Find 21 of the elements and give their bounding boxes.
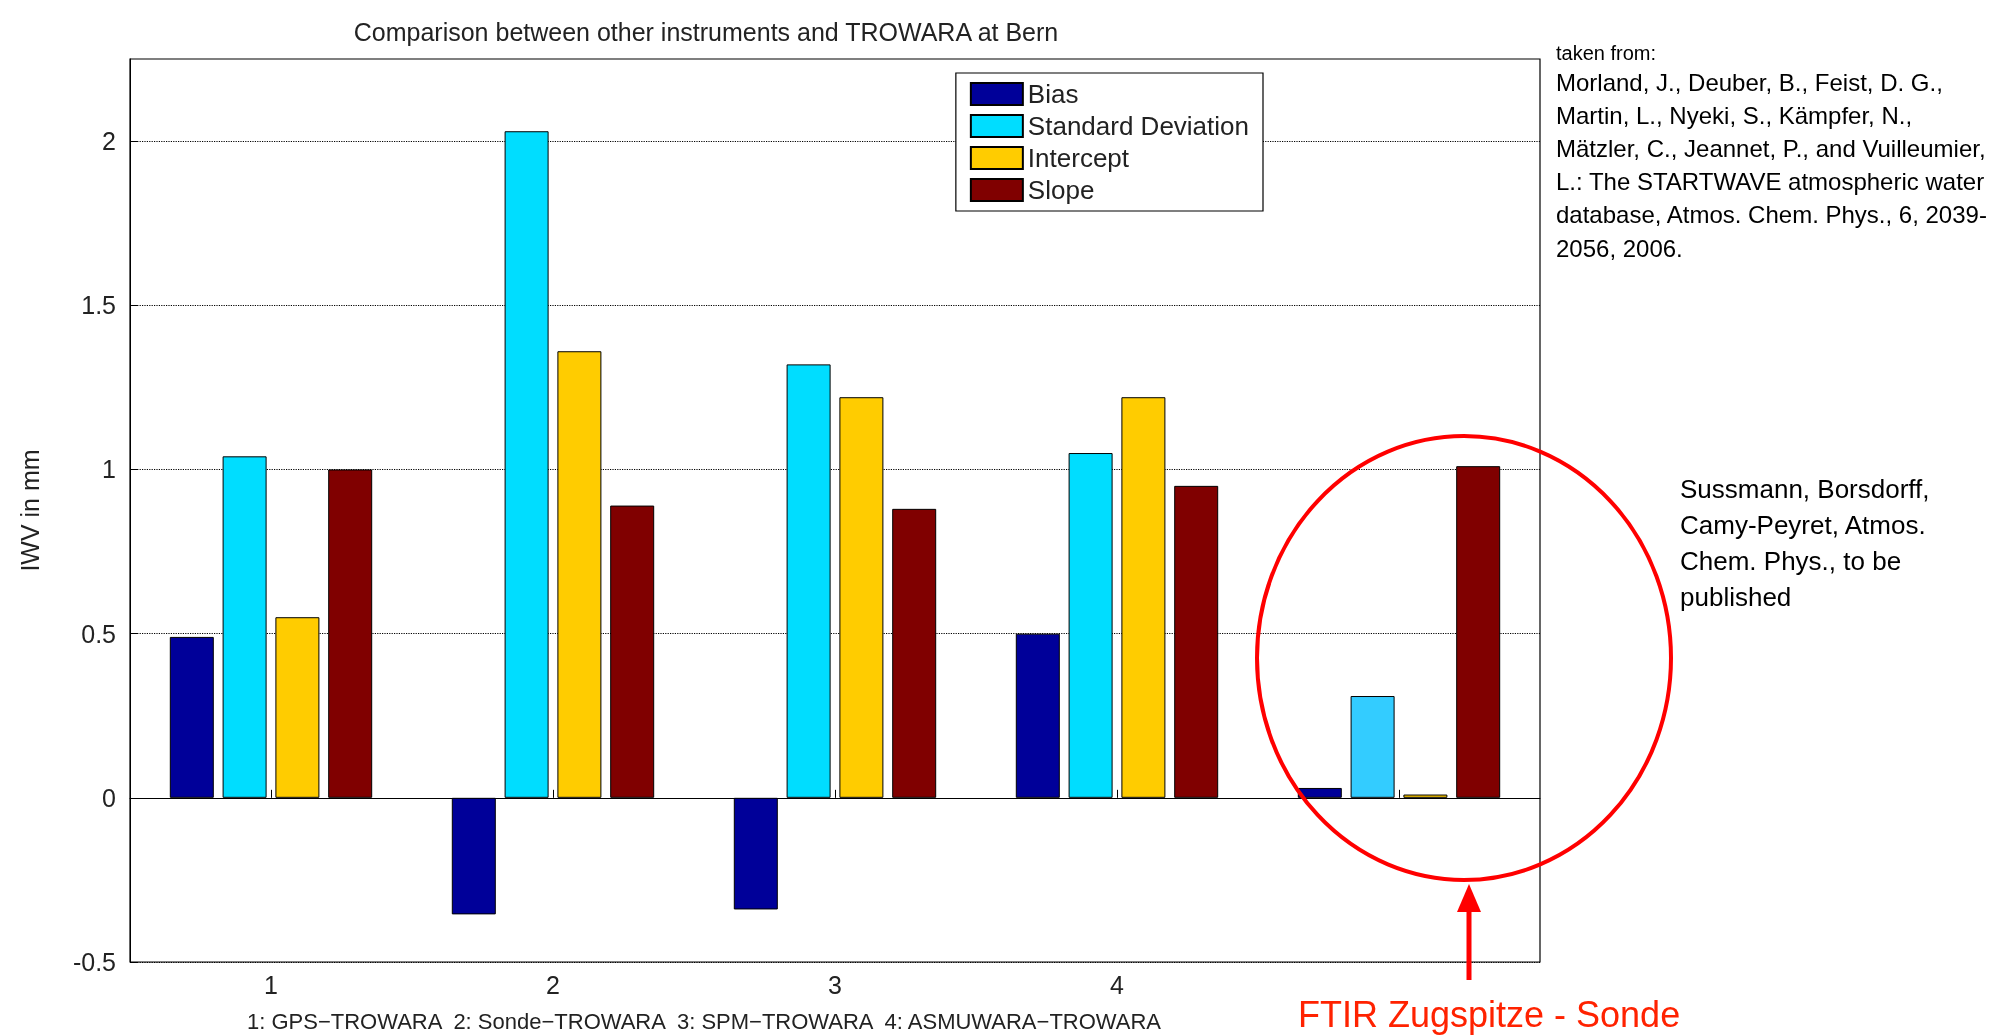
legend-label: Bias <box>1027 79 1079 109</box>
legend-label: Intercept <box>1027 143 1130 173</box>
x-tick-label: 1 <box>264 970 278 999</box>
y-tick-label: 2 <box>102 127 116 156</box>
y-tick-label: 1.5 <box>81 291 116 320</box>
y-tick-label: 0.5 <box>81 619 116 648</box>
y-axis-title: IWV in mm <box>15 449 44 572</box>
x-tick-label: 3 <box>828 970 842 999</box>
x-tick-label: 4 <box>1110 970 1125 999</box>
y-tick-label: 1 <box>102 455 116 484</box>
y-tick-label: -0.5 <box>72 948 116 976</box>
x-axis-title: 1: GPS−TROWARA 2: Sonde−TROWARA 3: SPM−TROWARA 4: ASMUWARA−TROWARA <box>246 1008 1162 1034</box>
y-tick-label: 0 <box>102 783 116 812</box>
x-tick-label: 2 <box>546 970 560 999</box>
text: taken from: <box>1556 41 1658 66</box>
text: Sussmann, Borsdorff, Camy-Peyret, Atmos. Chem. Phys., to be published <box>1680 473 1931 614</box>
legend-label: Standard Deviation <box>1027 111 1249 141</box>
text: FTIR Zugspitze - Sonde <box>1298 993 1682 1036</box>
chart-title: Comparison between other instruments and TROWARA at Bern <box>353 17 1059 46</box>
text: Morland, J., Deuber, B., Feist, D. G., Martin, L., Nyeki, S., Kämpfer, N., Mätzler, C., Jeannet, P., and Vuilleumier, L.: The STARTWAVE atmospheric water database, Atmos. Chem. Phys., 6, 2039-2056, 2006. <box>1556 68 1988 264</box>
legend-label: Slope <box>1027 175 1095 205</box>
